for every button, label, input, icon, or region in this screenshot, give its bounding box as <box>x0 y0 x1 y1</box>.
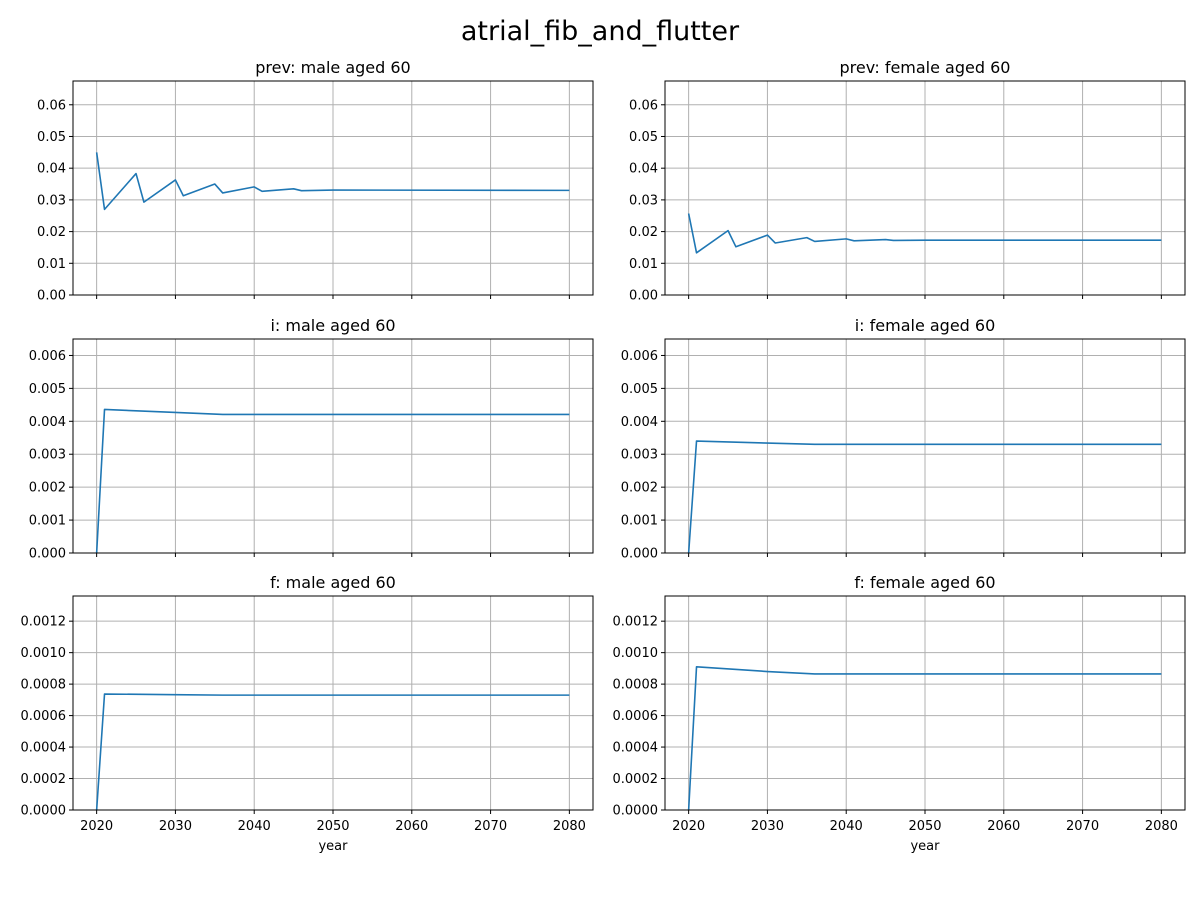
y-tick-label: 0.0000 <box>21 804 67 819</box>
y-tick-label: 0.02 <box>629 225 658 240</box>
y-tick-label: 0.0012 <box>21 615 67 630</box>
series-line <box>95 408 570 553</box>
y-tick-label: 0.01 <box>37 257 66 272</box>
x-axis-label: year <box>910 839 940 854</box>
x-tick-label: 2070 <box>474 819 507 834</box>
y-tick-label: 0.00 <box>37 289 66 304</box>
subplot-4: i: female aged 60 0.000 0.001 0.002 0.003 0.0… <box>621 316 1186 562</box>
y-tick-label: 0.02 <box>37 225 66 240</box>
y-tick-label: 0.03 <box>37 193 66 208</box>
y-tick-label: 0.0000 <box>613 804 659 819</box>
subplot-3: i: male aged 60 0.000 0.001 0.002 0.003 0.004… <box>29 316 594 562</box>
subplot-title: f: male aged 60 <box>270 573 396 592</box>
y-tick-label: 0.0010 <box>21 646 67 661</box>
y-tick-label: 0.03 <box>629 193 658 208</box>
y-tick-label: 0.004 <box>29 415 66 430</box>
series-line <box>95 693 570 810</box>
y-tick-label: 0.006 <box>621 349 658 364</box>
x-tick-label: 2030 <box>159 819 192 834</box>
y-tick-label: 0.006 <box>29 349 66 364</box>
series-line <box>95 152 570 211</box>
subplot-2: prev: female aged 60 0.00 0.01 0.02 0.03 0.04… <box>629 58 1186 304</box>
series-line <box>687 666 1162 810</box>
y-tick-label: 0.002 <box>621 481 658 496</box>
figure-title: atrial_fib_and_flutter <box>461 16 740 47</box>
y-tick-label: 0.003 <box>29 448 66 463</box>
subplot-grid: prev: male aged 60 0.00 0.01 0.02 0.03 0.04 0.… <box>21 58 1186 854</box>
x-tick-label: 2030 <box>751 819 784 834</box>
subplot-title: f: female aged 60 <box>854 573 995 592</box>
y-tick-label: 0.0008 <box>21 678 67 693</box>
y-tick-label: 0.0006 <box>613 709 659 724</box>
subplot-title: prev: male aged 60 <box>255 58 410 77</box>
x-tick-label: 2050 <box>908 819 941 834</box>
y-tick-label: 0.01 <box>629 257 658 272</box>
x-tick-label: 2080 <box>1145 819 1178 834</box>
series-line <box>687 440 1162 553</box>
x-tick-label: 2040 <box>830 819 863 834</box>
x-tick-label: 2020 <box>672 819 705 834</box>
y-tick-label: 0.004 <box>621 415 658 430</box>
y-tick-label: 0.00 <box>629 289 658 304</box>
y-tick-label: 0.001 <box>621 514 658 529</box>
y-tick-label: 0.005 <box>621 382 658 397</box>
y-tick-label: 0.04 <box>37 162 66 177</box>
y-tick-label: 0.005 <box>29 382 66 397</box>
y-tick-label: 0.002 <box>29 481 66 496</box>
x-tick-label: 2070 <box>1066 819 1099 834</box>
y-tick-label: 0.000 <box>29 547 66 562</box>
y-tick-label: 0.04 <box>629 162 658 177</box>
y-tick-label: 0.003 <box>621 448 658 463</box>
y-tick-label: 0.05 <box>37 130 66 145</box>
y-tick-label: 0.001 <box>29 514 66 529</box>
x-tick-label: 2060 <box>987 819 1020 834</box>
y-tick-label: 0.05 <box>629 130 658 145</box>
y-tick-label: 0.0010 <box>613 646 659 661</box>
y-tick-label: 0.0004 <box>613 741 659 756</box>
series-line <box>687 213 1162 254</box>
subplot-title: i: male aged 60 <box>270 316 395 335</box>
subplot-title: prev: female aged 60 <box>840 58 1011 77</box>
y-tick-label: 0.0004 <box>21 741 67 756</box>
y-tick-label: 0.0008 <box>613 678 659 693</box>
y-tick-label: 0.06 <box>629 98 658 113</box>
y-tick-label: 0.0012 <box>613 615 659 630</box>
y-tick-label: 0.000 <box>621 547 658 562</box>
y-tick-label: 0.0006 <box>21 709 67 724</box>
y-tick-label: 0.0002 <box>21 772 67 787</box>
subplot-6: f: female aged 60 0.0000 0.0002 0.0004 0.000… <box>613 573 1186 854</box>
x-tick-label: 2060 <box>395 819 428 834</box>
x-tick-label: 2020 <box>80 819 113 834</box>
subplot-1: prev: male aged 60 0.00 0.01 0.02 0.03 0.04 0.… <box>37 58 594 304</box>
y-tick-label: 0.0002 <box>613 772 659 787</box>
x-tick-label: 2050 <box>316 819 349 834</box>
x-tick-label: 2080 <box>553 819 586 834</box>
subplot-5: f: male aged 60 0.0000 0.0002 0.0004 0.0006 0… <box>21 573 594 854</box>
subplot-title: i: female aged 60 <box>855 316 996 335</box>
y-tick-label: 0.06 <box>37 98 66 113</box>
x-axis-label: year <box>318 839 348 854</box>
x-tick-label: 2040 <box>238 819 271 834</box>
